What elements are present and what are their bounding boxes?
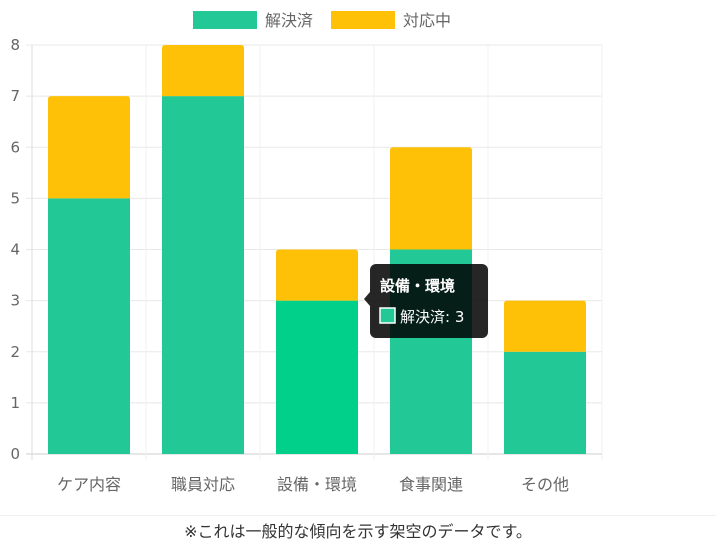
- legend-swatch-0[interactable]: [192, 11, 257, 29]
- legend-label-1[interactable]: 対応中: [403, 11, 451, 30]
- tooltip-caret: [364, 292, 370, 306]
- bar-resolved-0[interactable]: [48, 198, 130, 454]
- tooltip-body: 解決済: 3: [400, 308, 464, 326]
- legend: 解決済 対応中: [192, 11, 451, 30]
- y-tick-label: 2: [10, 343, 20, 361]
- bar-resolved-1[interactable]: [162, 96, 244, 454]
- y-tick-label: 6: [10, 138, 20, 156]
- bar-in-progress-2[interactable]: [276, 249, 358, 301]
- tooltip-swatch: [379, 307, 396, 324]
- legend-label-0[interactable]: 解決済: [265, 11, 313, 30]
- x-tick-label: 職員対応: [171, 475, 235, 494]
- tooltip-title: 設備・環境: [380, 277, 455, 295]
- bar-in-progress-1[interactable]: [162, 45, 244, 97]
- bar-in-progress-0[interactable]: [48, 96, 130, 199]
- y-tick-label: 7: [10, 87, 20, 105]
- footer-note: ※これは一般的な傾向を示す架空のデータです。: [0, 515, 716, 550]
- tooltip-box: [370, 264, 488, 338]
- x-tick-label: その他: [521, 475, 569, 494]
- y-tick-label: 5: [10, 189, 20, 207]
- y-tick-label: 4: [10, 241, 20, 259]
- bar-resolved-4[interactable]: [504, 351, 586, 454]
- bar-in-progress-4[interactable]: [504, 300, 586, 352]
- y-tick-label: 0: [10, 445, 20, 463]
- bar-resolved-2[interactable]: [276, 300, 358, 454]
- chart-area: 0 1 2 3 4 5 6 7 8 ケア内容 職員対応 設備・環境 食事関連 その他 解決済 対応中 設備・…: [10, 11, 603, 494]
- y-tick-label: 8: [10, 36, 20, 54]
- bar-in-progress-3[interactable]: [390, 147, 472, 250]
- y-tick-label: 1: [10, 394, 20, 412]
- legend-swatch-1[interactable]: [331, 11, 395, 29]
- x-tick-label: ケア内容: [57, 475, 121, 494]
- x-tick-label: 食事関連: [399, 475, 463, 494]
- x-tick-label: 設備・環境: [277, 475, 357, 494]
- y-tick-label: 3: [10, 292, 20, 310]
